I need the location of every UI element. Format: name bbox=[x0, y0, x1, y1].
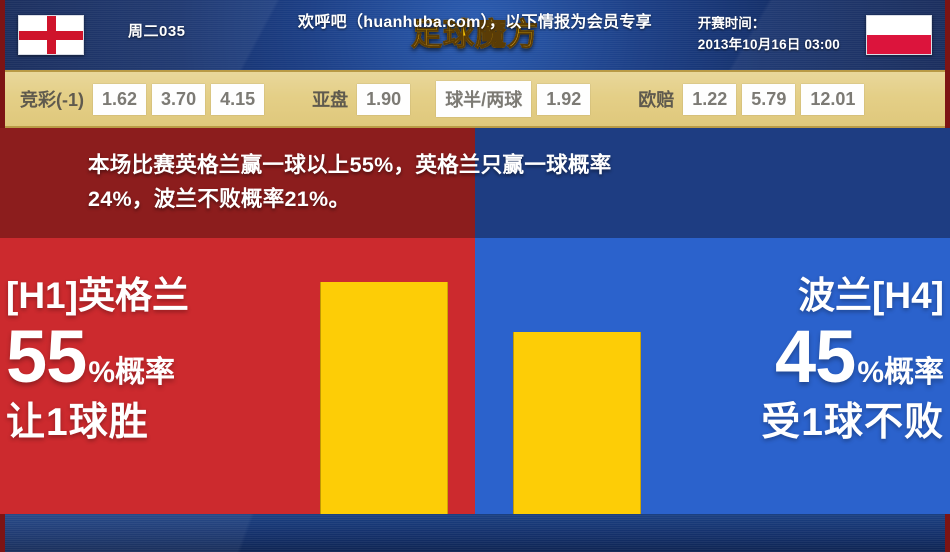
kickoff-value: 2013年10月16日 03:00 bbox=[697, 37, 840, 52]
home-probability-row: 55%概率 bbox=[6, 318, 326, 400]
match-round-label: 周二035 bbox=[128, 23, 186, 40]
home-team-name: [H1]英格兰 bbox=[6, 275, 189, 316]
odds-group-label: 亚盘 bbox=[312, 90, 349, 110]
home-probability-bar bbox=[320, 282, 448, 514]
england-flag-icon bbox=[18, 15, 84, 55]
headline-band: 本场比赛英格兰赢一球以上55%，英格兰只赢一球概率 24%，波兰不败概率21%。 bbox=[0, 128, 950, 238]
prediction-panels: [H1]英格兰 55%概率 让1球胜 波兰[H4] 45%概率 受1球不败 bbox=[0, 238, 950, 514]
away-probability-row: 45%概率 bbox=[614, 318, 944, 400]
odds-group-jingcai: 竞彩(-1) 1.62 3.70 4.15 bbox=[20, 83, 270, 115]
header-bar bbox=[0, 0, 950, 70]
odds-value[interactable]: 1.62 bbox=[93, 83, 147, 115]
odds-value[interactable]: 1.22 bbox=[683, 83, 737, 115]
odds-group-label: 竞彩(-1) bbox=[20, 90, 84, 110]
odds-group-european: 欧赔 1.22 5.79 12.01 bbox=[638, 83, 870, 115]
odds-right-edge bbox=[945, 70, 950, 128]
footer-bar bbox=[0, 514, 950, 552]
flag-lower-stripe bbox=[867, 35, 931, 54]
site-logo[interactable]: 足球魔方 bbox=[392, 13, 558, 57]
headline-line-2: 24%，波兰不败概率21%。 bbox=[88, 187, 351, 211]
away-verdict: 受1球不败 bbox=[761, 401, 944, 444]
odds-group-asian: 亚盘 1.90 bbox=[312, 83, 416, 115]
flag-cross-horizontal bbox=[19, 30, 83, 40]
site-logo-text: 足球魔方 bbox=[392, 13, 558, 57]
home-verdict: 让1球胜 bbox=[6, 401, 149, 444]
away-probability-unit: %概率 bbox=[857, 356, 944, 389]
footer-left-edge bbox=[0, 514, 5, 552]
home-probability-value: 55 bbox=[6, 315, 87, 398]
odds-value[interactable]: 1.92 bbox=[537, 83, 591, 115]
poland-flag-icon bbox=[866, 15, 932, 55]
headline-band-right bbox=[475, 128, 950, 238]
odds-value[interactable]: 3.70 bbox=[152, 83, 206, 115]
handicap-label[interactable]: 球半/两球 bbox=[436, 81, 532, 117]
odds-bar: 竞彩(-1) 1.62 3.70 4.15 亚盘 1.90 球半/两球 1.92… bbox=[0, 70, 950, 128]
odds-group-label: 欧赔 bbox=[638, 90, 675, 110]
header-left-edge bbox=[0, 0, 5, 70]
kickoff-time-block: 开赛时间： 2013年10月16日 03:00 bbox=[698, 13, 840, 55]
away-probability-value: 45 bbox=[775, 315, 856, 398]
header-right-edge bbox=[945, 0, 950, 70]
odds-value[interactable]: 1.90 bbox=[357, 83, 411, 115]
away-probability-bar bbox=[513, 332, 641, 514]
headline-text: 本场比赛英格兰赢一球以上55%，英格兰只赢一球概率 24%，波兰不败概率21%。 bbox=[88, 148, 878, 216]
home-probability-unit: %概率 bbox=[88, 356, 175, 389]
odds-value[interactable]: 12.01 bbox=[801, 83, 865, 115]
away-info-block: 波兰[H4] 45%概率 受1球不败 bbox=[614, 238, 944, 446]
odds-group-handicap: 球半/两球 1.92 bbox=[436, 81, 596, 117]
footer-text: 欢呼吧（huanhuba.com），以下情报为会员专享 bbox=[298, 14, 652, 31]
odds-value[interactable]: 4.15 bbox=[211, 83, 265, 115]
headline-line-1: 本场比赛英格兰赢一球以上55%，英格兰只赢一球概率 bbox=[88, 153, 612, 177]
odds-left-edge bbox=[0, 70, 5, 128]
home-info-block: [H1]英格兰 55%概率 让1球胜 bbox=[6, 238, 326, 446]
headline-band-left bbox=[0, 128, 475, 238]
kickoff-label: 开赛时间： bbox=[697, 16, 766, 31]
odds-value[interactable]: 5.79 bbox=[742, 83, 796, 115]
away-team-name: 波兰[H4] bbox=[798, 275, 944, 316]
footer-right-edge bbox=[945, 514, 950, 552]
